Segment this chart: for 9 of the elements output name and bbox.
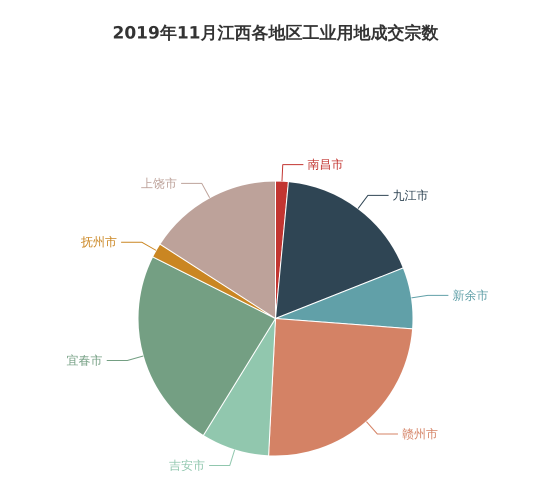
slice-label: 宜春市 [66, 354, 103, 368]
slice-label: 上饶市 [140, 176, 177, 190]
slice-label: 新余市 [452, 288, 488, 302]
slice-label: 九江市 [392, 188, 429, 202]
slice-label: 吉安市 [169, 458, 206, 473]
slice-label: 南昌市 [308, 158, 344, 172]
slice-label: 抚州市 [80, 235, 117, 250]
slice-label: 赣州市 [402, 427, 438, 442]
chart-title: 2019年11月江西各地区工业用地成交宗数 [112, 24, 440, 44]
